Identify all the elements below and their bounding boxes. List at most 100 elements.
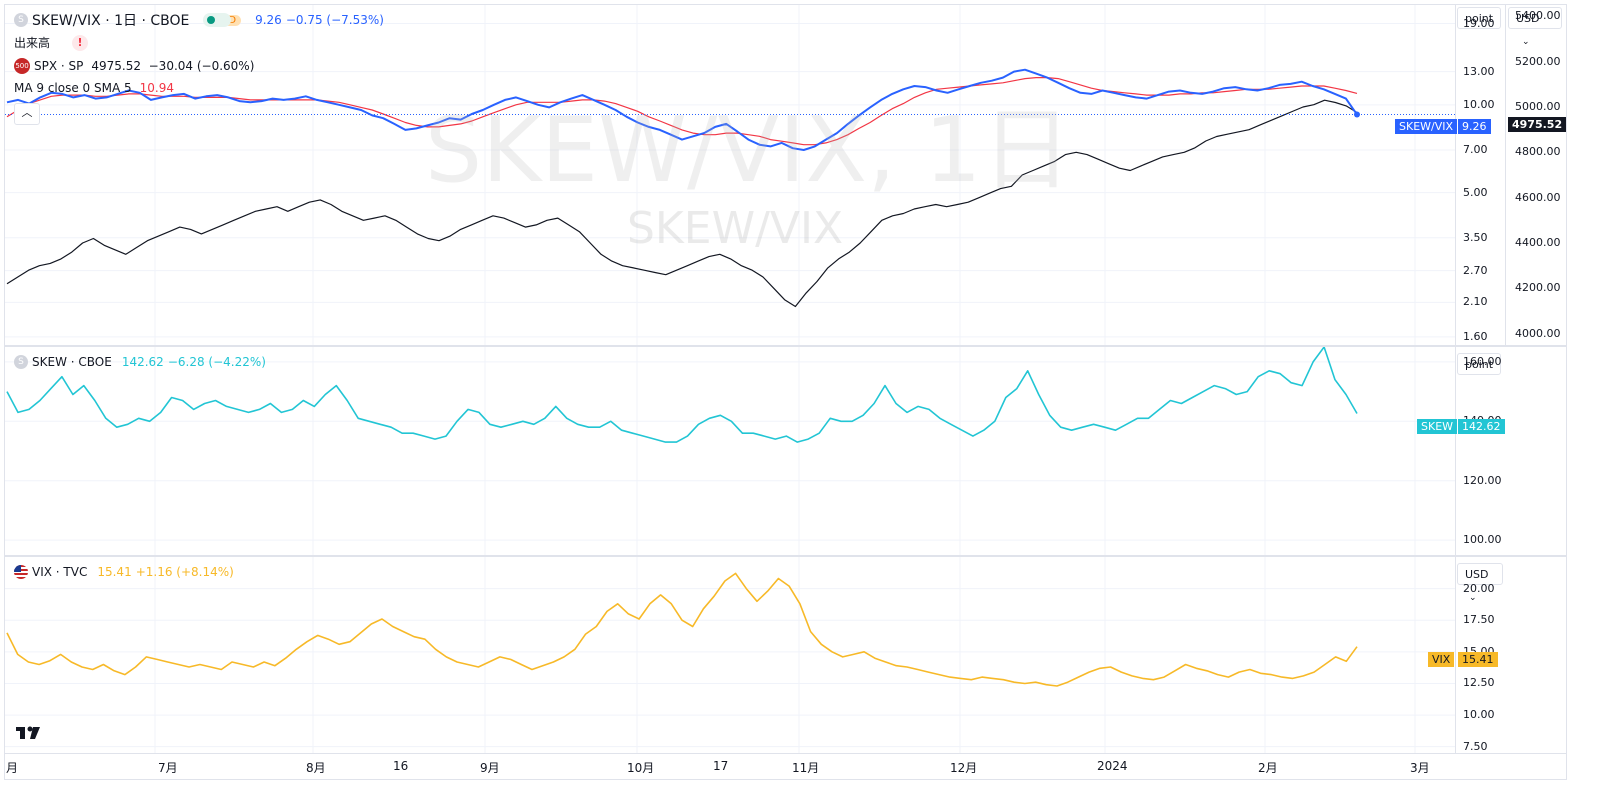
main-chart-svg	[5, 5, 1455, 345]
price-tick-label: 4000.00	[1515, 326, 1561, 340]
time-axis-border	[5, 753, 1567, 754]
spx-symbol[interactable]: SPX · SP	[34, 59, 84, 73]
vix-pane[interactable]	[5, 557, 1455, 753]
spx-logo-icon: 500	[14, 58, 30, 74]
vix-symbol[interactable]: VIX · TVC	[32, 565, 88, 579]
skew-pane[interactable]	[5, 347, 1455, 555]
time-tick-label: 8月	[306, 761, 326, 775]
price-tick-label: 4200.00	[1515, 281, 1561, 295]
ma-label[interactable]: MA 9 close 0 SMA 5	[14, 81, 132, 95]
currency-label: USD	[1465, 568, 1489, 581]
skewvix-line[interactable]	[6, 68, 1358, 151]
volume-label: 出来高	[14, 36, 51, 50]
overlay-price-axis[interactable]	[1505, 5, 1568, 345]
currency-label: USD	[1516, 12, 1540, 25]
unit-button-main[interactable]: point	[1457, 7, 1502, 29]
spx-values: 4975.52 −30.04 (−0.60%)	[91, 59, 255, 73]
skew-legend[interactable]: S SKEW · CBOE 142.62 −6.28 (−4.22%)	[14, 355, 266, 369]
spx-legend[interactable]: 500 SPX · SP 4975.52 −30.04 (−0.60%)	[14, 58, 254, 74]
price-tick-label: 20.00	[1463, 581, 1495, 595]
tradingview-logo-icon	[16, 726, 40, 739]
chart-frame	[4, 4, 1567, 780]
price-tick-label: 5000.00	[1515, 100, 1561, 113]
price-tick-label: 19.00	[1463, 16, 1495, 30]
main-change: −0.75 (−7.53%)	[285, 13, 384, 27]
price-tick-label: 10.00	[1463, 97, 1495, 111]
skewvix-price-tag: 9.26	[1458, 119, 1491, 134]
vix-change: +1.16 (+8.14%)	[135, 565, 234, 579]
price-tick-label: 3.50	[1463, 230, 1488, 244]
price-axis[interactable]	[1455, 5, 1506, 753]
currency-button-vix[interactable]: USD ⌄	[1457, 563, 1503, 603]
ma-value: 10.94	[139, 81, 174, 95]
price-tick-label: 13.00	[1463, 64, 1495, 78]
skew-change: −6.28 (−4.22%)	[167, 355, 266, 369]
skewvix-name-tag: SKEW/VIX	[1395, 119, 1458, 134]
price-tick-label: 10.00	[1463, 708, 1495, 722]
us-flag-icon	[14, 565, 28, 579]
price-tick-label: 7.00	[1463, 142, 1488, 156]
ma-legend[interactable]: MA 9 close 0 SMA 5 10.94	[14, 81, 174, 95]
symbol-logo-icon: S	[14, 355, 28, 369]
vix-chart-svg	[5, 557, 1455, 753]
time-tick-label: 12月	[950, 761, 978, 775]
currency-button-main[interactable]: USD ⌄	[1508, 7, 1562, 47]
watermark-small: SKEW/VIX	[627, 203, 844, 254]
price-tick-label: 120.00	[1463, 473, 1502, 487]
chevron-down-icon: ⌄	[1522, 37, 1530, 47]
time-tick-label: 16	[393, 759, 409, 773]
vix-line[interactable]	[6, 572, 1358, 687]
time-tick-label: 17	[713, 759, 729, 773]
price-tick-label: 5400.00	[1515, 9, 1561, 23]
spx-line[interactable]	[6, 99, 1358, 308]
price-tick-label: 4600.00	[1515, 190, 1561, 204]
price-tick-label: 5.00	[1463, 185, 1488, 199]
vix-legend[interactable]: VIX · TVC 15.41 +1.16 (+8.14%)	[14, 565, 234, 579]
price-tick-label: 100.00	[1463, 533, 1502, 547]
price-tick-label: 7.50	[1463, 739, 1488, 753]
pane-separator[interactable]	[5, 555, 1567, 557]
main-symbol-title[interactable]: SKEW/VIX · 1日 · CBOE	[32, 13, 190, 29]
price-tick-label: 5200.00	[1515, 54, 1561, 68]
collapse-legend-button[interactable]: ︿	[14, 103, 40, 125]
skew-line[interactable]	[6, 347, 1358, 443]
price-tick-label: 2.70	[1463, 263, 1488, 277]
main-legend[interactable]: S SKEW/VIX · 1日 · CBOE D 9.26 −0.75 (−7.…	[14, 10, 384, 30]
last-point-marker	[1354, 111, 1360, 118]
warning-icon[interactable]: !	[72, 34, 89, 51]
delayed-badge[interactable]: D	[223, 14, 242, 26]
time-tick-label: 3月	[1410, 761, 1430, 775]
skew-last-value: 142.62	[121, 355, 164, 369]
price-tick-label: 12.50	[1463, 676, 1495, 690]
spx-price-tag: 4975.52	[1508, 117, 1567, 132]
volume-legend[interactable]: 出来高 !	[14, 34, 89, 51]
watermark-big: SKEW/VIX, 1日	[425, 98, 1072, 203]
price-tick-label: 2.10	[1463, 295, 1488, 309]
unit-button-skew[interactable]: point	[1457, 353, 1502, 375]
time-tick-label: 月	[6, 761, 19, 775]
symbol-logo-icon: S	[14, 13, 28, 27]
time-tick-label: 2月	[1258, 761, 1278, 775]
market-status-dot	[203, 13, 232, 27]
price-tick-label: 4400.00	[1515, 236, 1561, 249]
time-tick-label: 9月	[480, 761, 500, 775]
pane-separator[interactable]	[5, 345, 1567, 347]
time-tick-label: 7月	[158, 761, 178, 775]
price-tick-label: 1.60	[1463, 329, 1488, 343]
vix-last-value: 15.41	[97, 565, 132, 579]
chevron-down-icon: ⌄	[1469, 593, 1477, 603]
price-tick-label: 4800.00	[1515, 145, 1561, 159]
time-tick-label: 11月	[792, 761, 820, 775]
vix-name-tag: VIX	[1428, 652, 1455, 667]
skew-chart-svg	[5, 347, 1455, 555]
chevron-up-icon: ︿	[21, 106, 33, 119]
skew-symbol[interactable]: SKEW · CBOE	[32, 355, 112, 369]
main-pane[interactable]: SKEW/VIX, 1日 SKEW/VIX	[5, 5, 1455, 345]
skew-name-tag: SKEW	[1417, 419, 1458, 434]
price-tick-label: 17.50	[1463, 613, 1495, 627]
skew-price-tag: 142.62	[1458, 419, 1505, 434]
time-tick-label: 2024	[1097, 759, 1128, 773]
main-last-value: 9.26	[255, 13, 282, 27]
vix-price-tag: 15.41	[1458, 652, 1498, 667]
time-tick-label: 10月	[627, 761, 655, 775]
